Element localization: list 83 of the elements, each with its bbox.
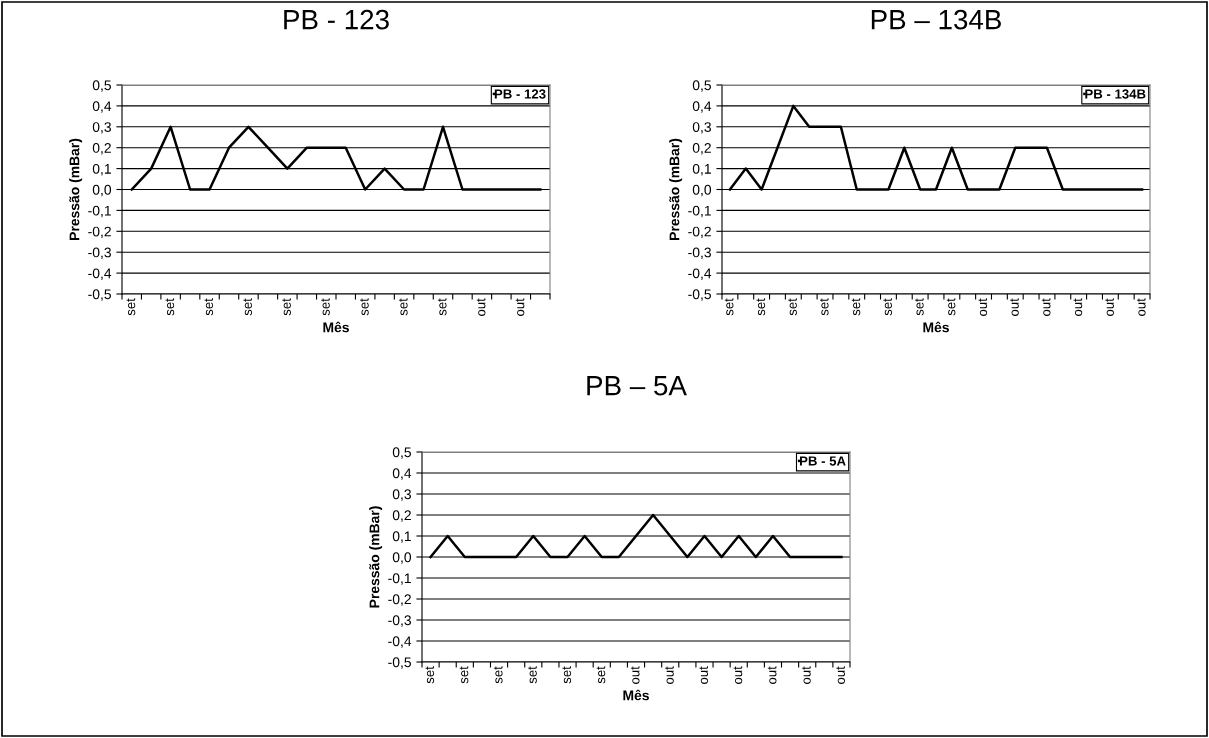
x-tick-label: out: [630, 666, 640, 684]
x-tick-label: set: [528, 666, 537, 684]
chart-title: PB – 5A: [587, 376, 687, 396]
x-tick-label: out: [1136, 298, 1146, 316]
x-tick-label: set: [398, 298, 408, 316]
y-tick-label: 0,1: [692, 163, 711, 176]
y-tick-label: -0,5: [388, 657, 411, 669]
legend-label: PB - 134B: [1085, 89, 1146, 99]
y-tick-label: -0,2: [388, 594, 411, 606]
x-tick-label: set: [756, 298, 766, 316]
y-tick-label: 0,5: [92, 80, 111, 92]
y-tick-label: -0,1: [688, 205, 711, 218]
y-tick-label: -0,2: [688, 226, 711, 239]
x-tick-label: set: [883, 298, 892, 316]
y-tick-label: -0,3: [388, 615, 411, 627]
y-tick-label: 0,4: [92, 101, 112, 113]
x-tick-label: set: [437, 298, 447, 316]
y-tick-label: 0,0: [692, 184, 712, 197]
y-tick-label: 0,0: [392, 552, 412, 564]
x-tick-label: out: [699, 666, 709, 684]
y-tick-label: 0,4: [692, 101, 712, 113]
x-tick-label: out: [1073, 298, 1083, 316]
y-tick-label: 0,3: [92, 122, 111, 134]
x-tick-label: out: [1105, 298, 1114, 316]
x-tick-label: set: [282, 298, 291, 316]
x-tick-label: out: [978, 298, 988, 316]
x-tick-label: out: [1041, 298, 1051, 316]
x-tick-label: out: [515, 298, 525, 316]
x-axis-title: Mês: [323, 321, 349, 333]
y-tick-label: -0,5: [88, 289, 111, 301]
x-tick-label: set: [788, 298, 797, 316]
x-tick-label: out: [767, 666, 777, 684]
y-tick-label: 0,4: [392, 468, 412, 480]
y-tick-label: 0,1: [92, 163, 111, 176]
y-tick-label: -0,2: [88, 226, 111, 239]
x-tick-label: set: [946, 298, 956, 316]
y-tick-label: 0,1: [392, 531, 411, 543]
x-tick-label: set: [204, 298, 214, 316]
y-axis-title: Pressão (mBar): [669, 138, 683, 240]
x-tick-label: set: [724, 298, 734, 316]
x-tick-label: set: [126, 298, 136, 316]
chart-title: PB – 134B: [871, 9, 1001, 30]
x-tick-label: set: [851, 298, 861, 316]
y-tick-label: -0,3: [688, 247, 711, 260]
chart-title: PB - 123: [284, 9, 389, 30]
x-tick-label: set: [819, 298, 829, 316]
y-axis-title: Pressão (mBar): [69, 138, 83, 240]
x-tick-label: set: [493, 666, 503, 684]
y-tick-label: 0,2: [392, 510, 411, 522]
y-tick-label: -0,1: [388, 573, 411, 585]
y-tick-label: -0,5: [688, 289, 711, 301]
y-tick-label: -0,4: [688, 268, 712, 280]
y-tick-label: 0,3: [392, 489, 411, 501]
x-tick-label: out: [665, 666, 674, 684]
y-tick-label: -0,4: [388, 636, 412, 648]
x-tick-label: set: [243, 298, 252, 316]
x-tick-label: set: [165, 298, 175, 316]
x-tick-label: set: [459, 666, 469, 684]
y-tick-label: 0,2: [692, 143, 711, 155]
x-tick-label: set: [915, 298, 924, 316]
y-tick-label: 0,3: [692, 122, 711, 134]
x-tick-label: out: [836, 666, 845, 684]
y-tick-label: 0,5: [392, 447, 411, 459]
x-tick-label: set: [321, 298, 330, 316]
y-tick-label: -0,1: [88, 205, 111, 218]
x-tick-label: set: [425, 666, 435, 684]
x-tick-label: set: [360, 298, 369, 316]
legend-label: PB - 5A: [800, 456, 846, 466]
y-tick-label: 0,2: [92, 143, 111, 155]
x-axis-title: Mês: [623, 689, 649, 701]
y-tick-label: -0,4: [88, 268, 112, 280]
legend-label: PB - 123: [494, 89, 546, 99]
x-tick-label: out: [802, 666, 811, 684]
x-axis-title: Mês: [923, 321, 949, 333]
x-tick-label: set: [596, 666, 606, 684]
y-tick-label: -0,3: [88, 247, 111, 260]
x-tick-label: set: [562, 666, 572, 684]
y-tick-label: 0,0: [92, 184, 112, 197]
y-axis-title: Pressão (mBar): [369, 506, 383, 608]
x-tick-label: out: [1010, 298, 1019, 316]
x-tick-label: out: [476, 298, 486, 316]
y-tick-label: 0,5: [692, 80, 711, 92]
x-tick-label: out: [733, 666, 743, 684]
